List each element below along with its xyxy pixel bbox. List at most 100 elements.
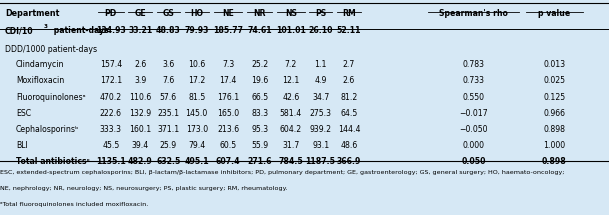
Text: Total antibioticsᶜ: Total antibioticsᶜ <box>16 157 90 166</box>
Text: 0.898: 0.898 <box>543 125 565 134</box>
Text: 1187.5: 1187.5 <box>306 157 336 166</box>
Text: 81.5: 81.5 <box>188 92 205 101</box>
Text: 79.93: 79.93 <box>185 26 209 35</box>
Text: Clindamycin: Clindamycin <box>16 60 65 69</box>
Text: 144.4: 144.4 <box>338 125 360 134</box>
Text: 25.9: 25.9 <box>160 141 177 150</box>
Text: 7.2: 7.2 <box>284 60 297 69</box>
Text: 482.9: 482.9 <box>128 157 153 166</box>
Text: Cephalosporinsᵇ: Cephalosporinsᵇ <box>16 125 79 134</box>
Text: 3.6: 3.6 <box>162 60 175 69</box>
Text: 83.3: 83.3 <box>251 109 269 118</box>
Text: p value: p value <box>538 9 570 18</box>
Text: 3: 3 <box>44 24 48 29</box>
Text: 145.0: 145.0 <box>186 109 208 118</box>
Text: 185.77: 185.77 <box>213 26 243 35</box>
Text: 17.4: 17.4 <box>219 76 237 85</box>
Text: 0.050: 0.050 <box>461 157 486 166</box>
Text: 1.000: 1.000 <box>543 141 565 150</box>
Text: 2.6: 2.6 <box>134 60 147 69</box>
Text: 95.3: 95.3 <box>251 125 269 134</box>
Text: ESC: ESC <box>16 109 31 118</box>
Text: 17.2: 17.2 <box>188 76 205 85</box>
Text: 74.61: 74.61 <box>247 26 272 35</box>
Text: 157.4: 157.4 <box>100 60 122 69</box>
Text: GS: GS <box>163 9 174 18</box>
Text: −0.050: −0.050 <box>459 125 488 134</box>
Text: 333.3: 333.3 <box>100 125 122 134</box>
Text: −0.017: −0.017 <box>459 109 488 118</box>
Text: 176.1: 176.1 <box>217 92 239 101</box>
Text: 366.9: 366.9 <box>337 157 361 166</box>
Text: 470.2: 470.2 <box>100 92 122 101</box>
Text: patient-days: patient-days <box>51 26 108 35</box>
Text: 1.1: 1.1 <box>314 60 327 69</box>
Text: Moxifloxacin: Moxifloxacin <box>16 76 64 85</box>
Text: 34.7: 34.7 <box>312 92 329 101</box>
Text: ESC, extended-spectrum cephalosporins; BLI, β-lactam/β-lactamase inhibitors; PD,: ESC, extended-spectrum cephalosporins; B… <box>0 170 565 175</box>
Text: 632.5: 632.5 <box>156 157 181 166</box>
Text: 81.2: 81.2 <box>340 92 357 101</box>
Text: 604.2: 604.2 <box>280 125 302 134</box>
Text: ᵃTotal fluoroquinolones included moxifloxacin.: ᵃTotal fluoroquinolones included moxiflo… <box>0 202 148 207</box>
Text: 0.025: 0.025 <box>543 76 565 85</box>
Text: 45.5: 45.5 <box>102 141 119 150</box>
Text: 19.6: 19.6 <box>251 76 269 85</box>
Text: 66.5: 66.5 <box>251 92 269 101</box>
Text: 0.125: 0.125 <box>543 92 565 101</box>
Text: 7.6: 7.6 <box>162 76 175 85</box>
Text: 271.6: 271.6 <box>247 157 272 166</box>
Text: 784.5: 784.5 <box>278 157 303 166</box>
Text: NE: NE <box>222 9 234 18</box>
Text: 581.4: 581.4 <box>280 109 302 118</box>
Text: 64.5: 64.5 <box>340 109 357 118</box>
Text: 275.3: 275.3 <box>309 109 332 118</box>
Text: 110.6: 110.6 <box>129 92 152 101</box>
Text: CDI/10: CDI/10 <box>5 26 33 35</box>
Text: RM: RM <box>342 9 356 18</box>
Text: 0.783: 0.783 <box>462 60 485 69</box>
Text: 0.000: 0.000 <box>462 141 485 150</box>
Text: 60.5: 60.5 <box>219 141 237 150</box>
Text: 371.1: 371.1 <box>157 125 180 134</box>
Text: NR: NR <box>253 9 266 18</box>
Text: 10.6: 10.6 <box>188 60 205 69</box>
Text: 0.898: 0.898 <box>542 157 566 166</box>
Text: 172.1: 172.1 <box>100 76 122 85</box>
Text: 213.6: 213.6 <box>217 125 239 134</box>
Text: 2.6: 2.6 <box>343 76 355 85</box>
Text: 235.1: 235.1 <box>157 109 180 118</box>
Text: 57.6: 57.6 <box>160 92 177 101</box>
Text: 42.6: 42.6 <box>282 92 300 101</box>
Text: 607.4: 607.4 <box>216 157 241 166</box>
Text: 222.6: 222.6 <box>100 109 122 118</box>
Text: 173.0: 173.0 <box>186 125 208 134</box>
Text: 0.966: 0.966 <box>543 109 565 118</box>
Text: PD: PD <box>105 9 117 18</box>
Text: 165.0: 165.0 <box>217 109 239 118</box>
Text: 4.9: 4.9 <box>314 76 327 85</box>
Text: 48.83: 48.83 <box>156 26 181 35</box>
Text: 3.9: 3.9 <box>134 76 147 85</box>
Text: NE, nephrology; NR, neurology; NS, neurosurgery; PS, plastic surgery; RM, rheuma: NE, nephrology; NR, neurology; NS, neuro… <box>0 186 287 191</box>
Text: 79.4: 79.4 <box>188 141 205 150</box>
Text: 0.733: 0.733 <box>462 76 485 85</box>
Text: 101.01: 101.01 <box>276 26 306 35</box>
Text: 7.3: 7.3 <box>222 60 234 69</box>
Text: NS: NS <box>285 9 297 18</box>
Text: 55.9: 55.9 <box>251 141 269 150</box>
Text: 33.21: 33.21 <box>128 26 152 35</box>
Text: 48.6: 48.6 <box>340 141 357 150</box>
Text: GE: GE <box>135 9 146 18</box>
Text: PS: PS <box>315 9 326 18</box>
Text: 39.4: 39.4 <box>132 141 149 150</box>
Text: Department: Department <box>5 9 59 18</box>
Text: 31.7: 31.7 <box>282 141 300 150</box>
Text: 134.93: 134.93 <box>96 26 125 35</box>
Text: 25.2: 25.2 <box>251 60 269 69</box>
Text: HO: HO <box>190 9 203 18</box>
Text: 52.11: 52.11 <box>337 26 361 35</box>
Text: DDD/1000 patient-days: DDD/1000 patient-days <box>5 45 97 54</box>
Text: 0.550: 0.550 <box>462 92 485 101</box>
Text: 93.1: 93.1 <box>312 141 329 150</box>
